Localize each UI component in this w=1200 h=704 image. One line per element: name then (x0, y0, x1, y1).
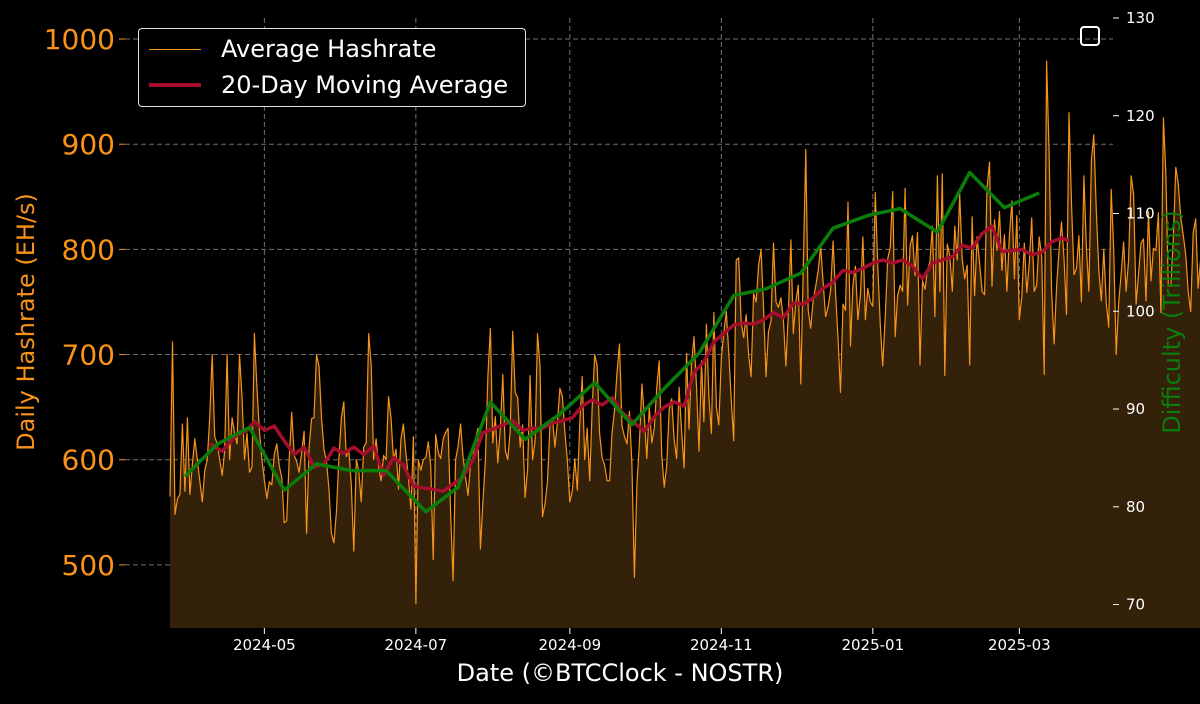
legend-item-hashrate: Average Hashrate (149, 34, 436, 64)
legend-item-moving-average: 20-Day Moving Average (149, 70, 508, 100)
legend-swatch-moving-average (149, 83, 201, 87)
x-tick-label: 2024-11 (690, 636, 753, 654)
x-tick-label: 2025-01 (841, 636, 904, 654)
y-left-tick-label: 900 (62, 128, 115, 161)
axes: 2024-05 2024-07 2024-09 2024-11 2025-01 2025-… (44, 9, 1155, 654)
x-tick-label: 2024-09 (538, 636, 601, 654)
left-axis-label: Daily Hashrate (EH/s) (12, 193, 40, 451)
legend-swatch-hashrate (149, 48, 201, 50)
difficulty-line (183, 170, 1040, 514)
empty-legend-box (1080, 26, 1100, 46)
x-tick-label: 2025-03 (988, 636, 1051, 654)
y-right-tick-label: 90 (1126, 400, 1145, 418)
y-right-tick-label: 120 (1126, 107, 1155, 125)
x-tick-label: 2024-07 (385, 636, 448, 654)
right-axis-label: Difficulty (Trillions) (1158, 210, 1186, 433)
series-layer (169, 60, 1200, 605)
moving-average-line (208, 224, 1070, 494)
y-right-tick-label: 110 (1126, 205, 1155, 223)
y-left-tick-label: 1000 (44, 23, 115, 56)
y-right-tick-label: 80 (1126, 498, 1145, 516)
y-left-tick-label: 500 (62, 549, 115, 582)
x-tick-label: 2024-05 (233, 636, 296, 654)
y-left-tick-label: 800 (62, 233, 115, 266)
y-left-tick-label: 700 (62, 339, 115, 372)
y-right-tick-label: 100 (1126, 302, 1155, 320)
x-axis-label: Date (©BTCClock - NOSTR) (457, 659, 784, 687)
hashrate-line (169, 60, 1200, 605)
y-right-tick-label: 70 (1126, 596, 1145, 614)
legend: Average Hashrate 20-Day Moving Average (138, 28, 526, 107)
y-left-tick-label: 600 (62, 444, 115, 477)
y-right-tick-label: 130 (1126, 9, 1155, 27)
legend-label-hashrate: Average Hashrate (221, 35, 437, 63)
legend-label-moving-average: 20-Day Moving Average (221, 71, 509, 99)
